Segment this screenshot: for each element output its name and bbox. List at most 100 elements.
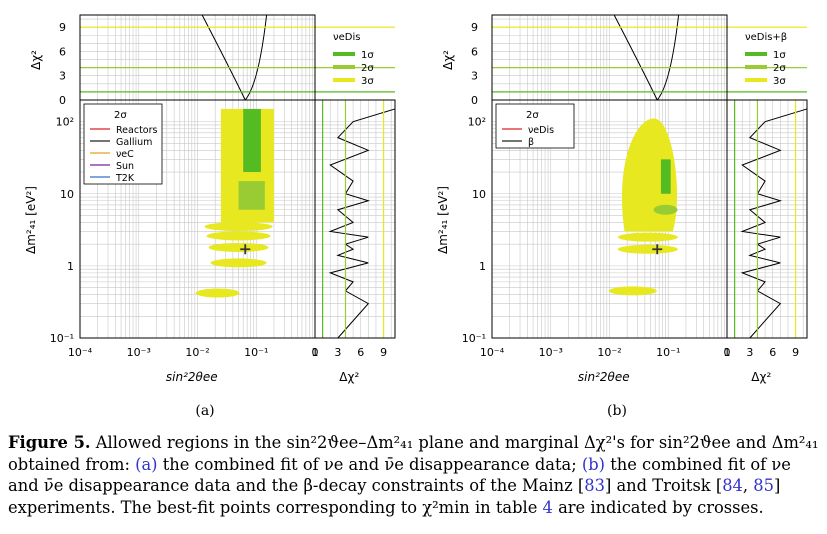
cl-legend-title: νeDis [333, 32, 360, 43]
caption-text-2: the combined fit of νe and ν̄e disappear… [157, 454, 582, 474]
inner-legend-label: T2K [115, 173, 135, 184]
right-chi2-tick: 3 [334, 346, 341, 359]
cl-legend-label: 3σ [361, 76, 374, 87]
right-chi2-tick: 3 [746, 346, 753, 359]
inner-legend-label: β [528, 137, 534, 148]
region-3sigma-island [608, 286, 657, 296]
sin2-tick: 1 [312, 346, 319, 359]
caption-ref-table-4[interactable]: 4 [542, 497, 553, 517]
allowed-regions-a [195, 108, 274, 298]
right-chi2-tick: 9 [792, 346, 799, 359]
sin2-tick: 10⁻³ [127, 346, 151, 359]
inner-legend-label: Gallium [116, 137, 152, 148]
caption-ref-85[interactable]: 85 [753, 476, 774, 495]
region-1sigma [243, 108, 261, 173]
inner-legend-label: Reactors [116, 125, 158, 136]
caption-text-3: the combined fit of νe and ν̄e disappear… [8, 454, 791, 496]
region-3sigma-island [195, 288, 240, 298]
dm2-tick: 10² [468, 116, 486, 129]
caption-text-1: Allowed regions in the sin²2ϑee–Δm²₄₁ pl… [8, 433, 819, 474]
inner-legend-title: 2σ [526, 110, 539, 121]
caption-text-4: ] and Troitsk [ [604, 476, 723, 495]
cl-legend-label: 2σ [361, 63, 374, 74]
cl-legend-label: 3σ [773, 76, 786, 87]
right-panel-frame [726, 99, 808, 339]
inner-legend-box [83, 103, 163, 185]
sin2-tick: 10⁻³ [539, 346, 563, 359]
top-chi2-tick: 6 [471, 45, 478, 58]
cl-legend-title: νeDis+β [745, 32, 787, 43]
best-fit-cross [652, 244, 663, 255]
caption-text-6: ] experiments. The best-fit points corre… [8, 476, 781, 517]
right-chi2-tick: 6 [769, 346, 776, 359]
dm2-axis-label: Δm²₄₁ [eV²] [24, 186, 38, 254]
figure-caption: Figure 5. Allowed regions in the sin²2ϑe… [8, 432, 820, 518]
best-fit-cross [240, 244, 251, 255]
panel-sublabel: (a) [195, 403, 214, 419]
top-chi2-tick: 0 [471, 94, 478, 107]
sin2-tick: 10⁻⁴ [68, 346, 93, 359]
top-chi2-axis-label: Δχ² [441, 50, 455, 70]
dm2-tick: 10⁻¹ [462, 332, 486, 345]
caption-label: Figure 5. [8, 433, 91, 452]
dm2-tick: 10⁻¹ [50, 332, 74, 345]
sin2-axis-label: sin²2θee [578, 370, 630, 384]
region-2sigma [653, 204, 678, 215]
top-chi2-curve [613, 14, 680, 101]
right-chi2-axis-label: Δχ² [751, 370, 771, 384]
sin2-tick: 10⁻¹ [244, 346, 268, 359]
dm2-tick: 10 [60, 188, 74, 201]
sin2-axis-label: sin²2θee [166, 370, 218, 384]
top-chi2-tick: 6 [59, 45, 66, 58]
cl-legend-label: 2σ [773, 63, 786, 74]
region-1sigma [660, 159, 671, 194]
dm2-axis-label: Δm²₄₁ [eV²] [436, 186, 450, 254]
sin2-tick: 1 [724, 346, 731, 359]
top-chi2-axis-label: Δχ² [29, 50, 43, 70]
top-chi2-tick: 9 [471, 21, 478, 34]
inner-legend-label: νeDis [528, 125, 554, 136]
sin2-tick: 10⁻² [597, 346, 621, 359]
top-chi2-tick: 0 [59, 94, 66, 107]
region-3sigma-island [210, 258, 267, 268]
right-chi2-tick: 9 [380, 346, 387, 359]
top-chi2-curve [201, 14, 268, 101]
region-3sigma [621, 118, 678, 232]
right-chi2-axis-label: Δχ² [339, 370, 359, 384]
caption-ref-b[interactable]: (b) [581, 454, 606, 474]
right-panel-frame [314, 99, 396, 339]
dm2-tick: 10 [472, 188, 486, 201]
inner-legend-label: Sun [116, 161, 134, 172]
region-3sigma-island [617, 244, 678, 254]
caption-ref-84[interactable]: 84 [722, 476, 743, 495]
sin2-tick: 10⁻¹ [656, 346, 680, 359]
cl-legend-label: 1σ [773, 50, 786, 61]
panel-sublabel: (b) [607, 403, 627, 419]
top-chi2-tick: 9 [59, 21, 66, 34]
region-3sigma-island [617, 232, 678, 242]
inner-legend-label: νeC [116, 149, 134, 160]
caption-ref-83[interactable]: 83 [584, 476, 605, 495]
inner-legend-title: 2σ [114, 110, 127, 121]
dm2-tick: 10² [56, 116, 74, 129]
caption-text-7: are indicated by crosses. [552, 497, 764, 517]
dm2-tick: 1 [479, 260, 486, 273]
cl-legend-label: 1σ [361, 50, 374, 61]
region-2sigma [238, 181, 265, 210]
region-3sigma-island [206, 231, 271, 241]
allowed-regions-b [608, 118, 678, 296]
top-chi2-tick: 3 [59, 70, 66, 83]
region-3sigma-island [204, 222, 273, 232]
caption-text-5: , [742, 476, 754, 495]
sin2-tick: 10⁻⁴ [480, 346, 505, 359]
dm2-tick: 1 [67, 260, 74, 273]
sin2-tick: 10⁻² [185, 346, 209, 359]
region-3sigma-island [208, 242, 269, 252]
right-chi2-tick: 0 [312, 346, 319, 359]
top-chi2-tick: 3 [471, 70, 478, 83]
right-chi2-tick: 0 [724, 346, 731, 359]
caption-ref-a[interactable]: (a) [135, 454, 158, 474]
